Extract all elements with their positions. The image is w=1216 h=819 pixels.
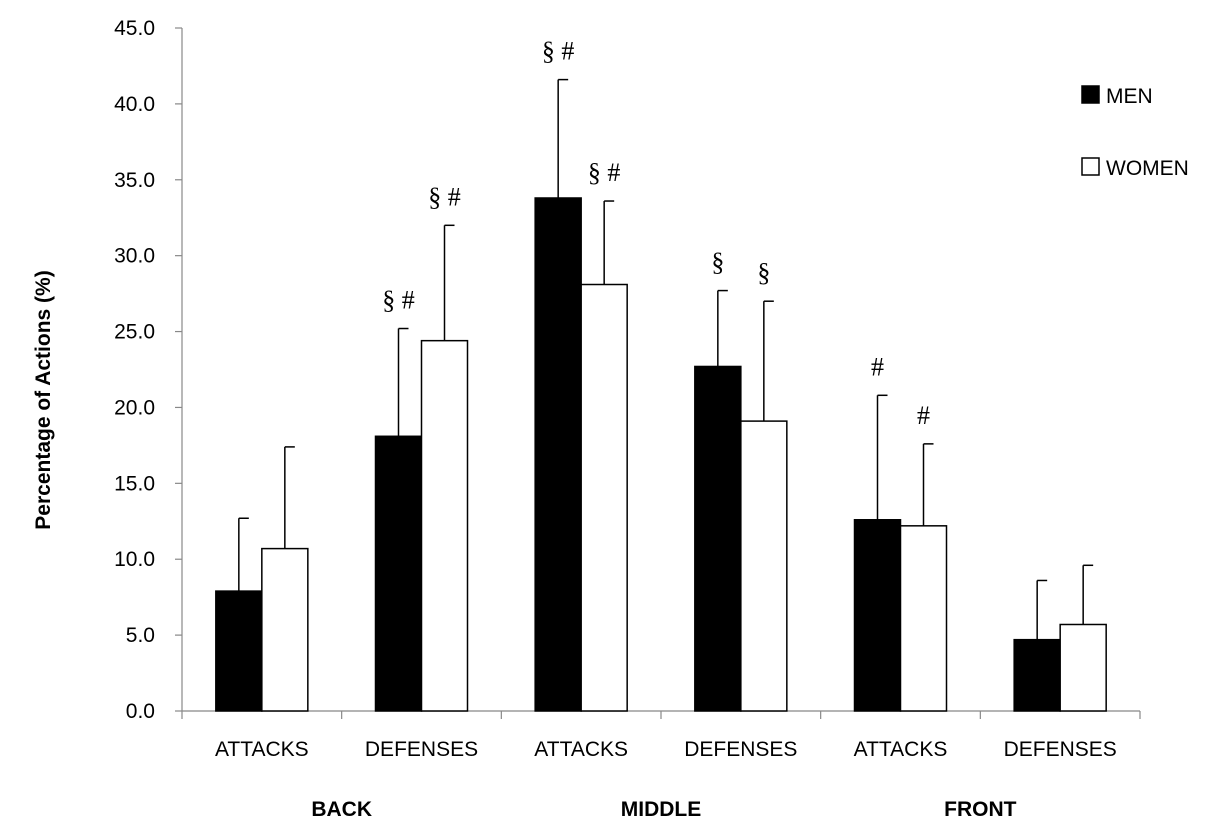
bar xyxy=(899,525,948,712)
bar-annotation: # xyxy=(871,352,884,381)
y-tick-label: 20.0 xyxy=(114,396,155,419)
y-tick-label: 35.0 xyxy=(114,169,155,192)
y-tick-label: 5.0 xyxy=(126,624,155,647)
x-category-label: ATTACKS xyxy=(215,738,309,761)
bar-annotation: § xyxy=(711,248,724,277)
y-axis: 0.0 5.0 10.0 15.0 20.0 25.0 30.0 35.0 40.0 45.0 xyxy=(114,17,183,723)
y-tick-label: 40.0 xyxy=(114,93,155,116)
bar-annotation: § # xyxy=(588,158,621,187)
bar xyxy=(580,283,628,712)
y-tick-label: 15.0 xyxy=(114,472,155,495)
legend-swatch xyxy=(1081,157,1100,176)
legend-label: WOMEN xyxy=(1106,157,1189,180)
bar xyxy=(740,420,788,712)
significance-annotations: § # § # § # § # § # § # xyxy=(382,37,930,430)
x-group-label: FRONT xyxy=(944,798,1016,819)
y-tick-label: 10.0 xyxy=(114,548,155,571)
x-category-label: DEFENSES xyxy=(684,738,797,761)
bar xyxy=(374,435,423,712)
bar xyxy=(215,590,263,712)
x-category-label: DEFENSES xyxy=(1004,738,1117,761)
bar-annotation: § # xyxy=(382,286,415,315)
x-axis: ATTACKS DEFENSES ATTACKS DEFENSES ATTACKS DEF… xyxy=(181,710,1141,819)
y-tick-label: 45.0 xyxy=(114,17,155,40)
y-tick-label: 25.0 xyxy=(114,321,155,344)
y-tick-label: 30.0 xyxy=(114,245,155,268)
bar xyxy=(420,339,469,712)
bar-annotation: § # xyxy=(542,37,575,66)
bar xyxy=(534,197,582,712)
bar xyxy=(853,519,902,712)
legend-label: MEN xyxy=(1106,85,1153,108)
bar xyxy=(1013,638,1061,712)
y-tick-label: 0.0 xyxy=(126,700,155,723)
bar-annotation: § xyxy=(757,258,770,287)
bar-annotation: § # xyxy=(428,182,461,211)
x-group-label: BACK xyxy=(311,798,372,819)
legend: MEN WOMEN xyxy=(1081,85,1189,180)
x-category-label: ATTACKS xyxy=(534,738,628,761)
bar xyxy=(1059,623,1107,712)
bar-annotation: # xyxy=(917,401,930,430)
x-group-label: MIDDLE xyxy=(621,798,702,819)
legend-swatch xyxy=(1081,85,1100,104)
x-category-label: ATTACKS xyxy=(854,738,948,761)
y-axis-label: Percentage of Actions (%) xyxy=(32,270,55,529)
bars xyxy=(215,78,1107,712)
bar xyxy=(694,365,742,712)
x-category-label: DEFENSES xyxy=(365,738,478,761)
bar xyxy=(261,547,309,712)
